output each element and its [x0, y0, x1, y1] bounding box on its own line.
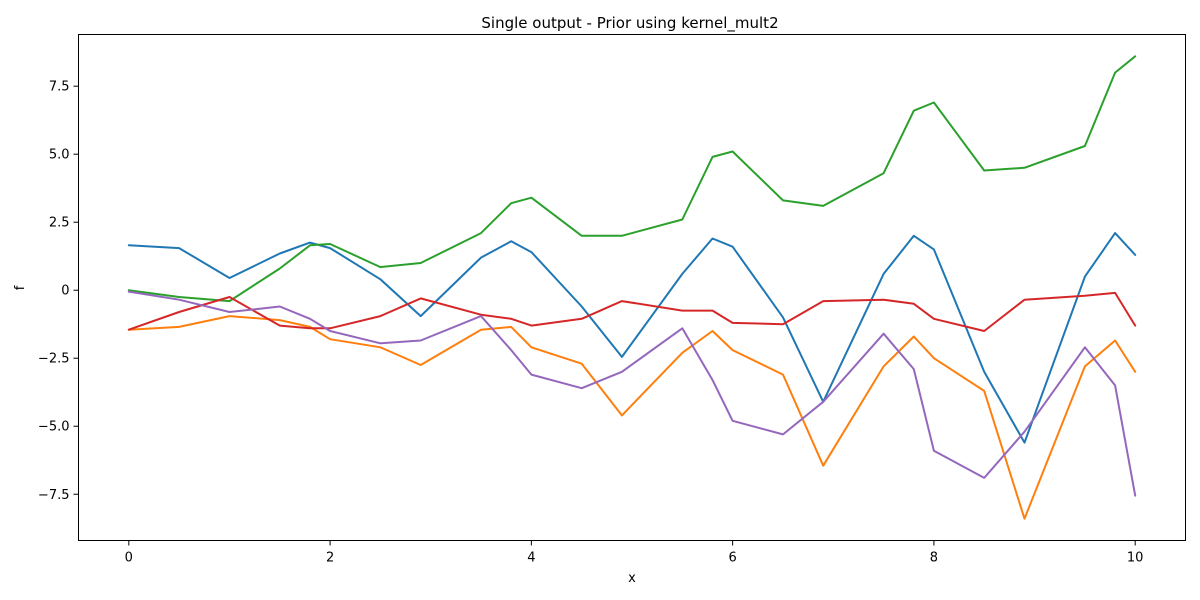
series-line-1	[127, 232, 1137, 444]
plot-frame	[78, 34, 1186, 541]
y-tick-label: 7.5	[49, 80, 70, 95]
y-tick-label: −7.5	[38, 488, 70, 503]
series-line-3	[127, 55, 1137, 303]
y-tick-label: 0	[61, 284, 69, 299]
y-tick-label: −2.5	[38, 352, 70, 367]
y-tick-label: 5.0	[49, 148, 70, 163]
series-line-4	[127, 291, 1137, 332]
y-tick-label: −5.0	[38, 420, 70, 435]
y-axis: −7.5 −5.0 −2.5 0 2.5 5.0 7.5	[38, 80, 79, 503]
chart-title: Single output - Prior using kernel_mult2	[481, 14, 778, 33]
x-tick-label: 10	[1127, 551, 1144, 566]
x-axis: 0 2 4 6 8 10	[125, 540, 1144, 566]
x-axis-label: x	[628, 571, 636, 586]
plot-area	[78, 34, 1186, 541]
series-group	[127, 55, 1137, 520]
y-axis-label: f	[13, 285, 28, 290]
x-tick-label: 2	[326, 551, 334, 566]
series-line-5	[127, 290, 1137, 497]
y-tick-label: 2.5	[49, 216, 70, 231]
x-tick-label: 8	[930, 551, 938, 566]
x-tick-label: 4	[527, 551, 535, 566]
x-tick-label: 6	[728, 551, 736, 566]
x-tick-label: 0	[125, 551, 133, 566]
